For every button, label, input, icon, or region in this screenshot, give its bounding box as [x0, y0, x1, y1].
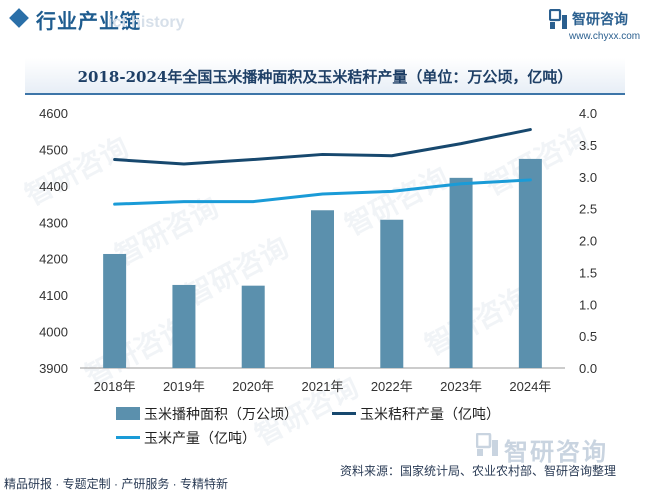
chart-legend: 玉米播种面积（万公顷） 玉米秸秆产量（亿吨） 玉米产量（亿吨） — [116, 402, 596, 452]
chart-title: 2018-2024年全国玉米播种面积及玉米秸秆产量（单位：万公顷，亿吨） — [77, 68, 573, 86]
y-right-tick-label: 4.0 — [579, 106, 597, 121]
y-left-tick-label: 4300 — [39, 215, 68, 230]
y-right-tick-label: 0.5 — [579, 329, 597, 344]
y-left-tick-label: 4500 — [39, 142, 68, 157]
x-tick-label: 2021年 — [302, 379, 344, 394]
footer-logo-icon — [476, 433, 498, 456]
header-watermark: ict history — [108, 14, 185, 31]
x-tick-label: 2019年 — [163, 379, 205, 394]
bar — [311, 210, 334, 368]
legend-label: 玉米播种面积（万公顷） — [144, 406, 298, 422]
y-right-tick-label: 2.0 — [579, 234, 597, 249]
y-right-tick-label: 3.0 — [579, 170, 597, 185]
legend-swatch-line — [116, 436, 140, 439]
x-tick-label: 2018年 — [94, 379, 136, 394]
legend-label: 玉米秸秆产量（亿吨） — [360, 406, 500, 422]
x-tick-label: 2024年 — [509, 379, 551, 394]
legend-swatch-line — [332, 412, 356, 415]
bar — [241, 285, 265, 368]
y-left-tick-label: 3900 — [39, 361, 68, 376]
brand-name: 智研咨询 — [572, 11, 628, 27]
bar — [449, 177, 473, 368]
y-right-tick-label: 1.0 — [579, 297, 597, 312]
page-title: 行业产业链 — [36, 11, 141, 33]
y-right-tick-label: 2.5 — [579, 202, 597, 217]
legend-swatch-bar — [116, 407, 140, 420]
data-source: 资料来源：国家统计局、农业农村部、智研咨询整理 — [340, 464, 617, 478]
y-left-tick-label: 4400 — [39, 179, 68, 194]
y-left-tick-label: 4000 — [39, 325, 68, 340]
bar — [172, 284, 196, 368]
legend-label: 玉米产量（亿吨） — [144, 430, 256, 446]
brand-url: www.chyxx.com — [569, 31, 641, 42]
y-right-tick-label: 0.0 — [579, 361, 597, 376]
y-left-tick-label: 4200 — [39, 252, 68, 267]
y-left-tick-label: 4100 — [39, 288, 68, 303]
series-line-straw-output — [113, 128, 532, 166]
footer-services: 精品研报 · 专题定制 · 产研服务 · 专精特新 — [4, 477, 228, 491]
x-tick-label: 2020年 — [232, 379, 274, 394]
bar — [103, 253, 127, 368]
page-header: 行业产业链 ict history 智研咨询 www.chyxx.com — [0, 0, 650, 48]
x-tick-label: 2023年 — [440, 379, 482, 394]
brand-logo-icon — [549, 9, 567, 29]
bar — [380, 219, 404, 368]
series-line-corn-output — [113, 178, 532, 206]
y-right-tick-label: 1.5 — [579, 265, 597, 280]
footer-brand: 智研咨询 — [504, 439, 608, 466]
y-left-tick-label: 4600 — [39, 106, 68, 121]
y-right-tick-label: 3.5 — [579, 138, 597, 153]
chart-title-bar: 2018-2024年全国玉米播种面积及玉米秸秆产量（单位：万公顷，亿吨） — [25, 58, 625, 95]
x-tick-label: 2022年 — [371, 379, 413, 394]
bar — [518, 158, 542, 368]
